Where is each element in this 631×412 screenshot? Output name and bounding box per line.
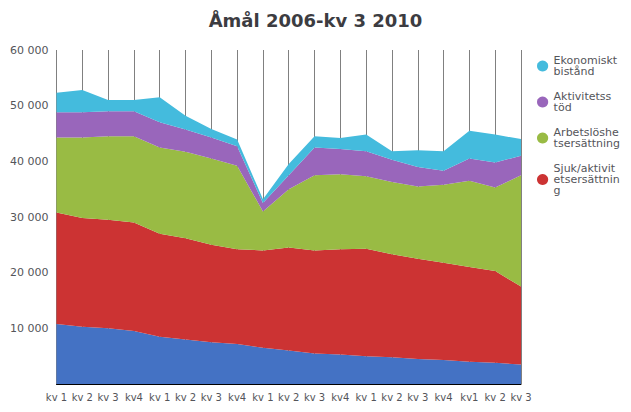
svg-text:kv 1: kv 1 [356,392,377,403]
svg-text:kv 2: kv 2 [381,392,402,403]
svg-text:50 000: 50 000 [10,99,49,112]
svg-text:g: g [554,184,561,197]
svg-text:Arbetslöshe: Arbetslöshe [553,126,619,139]
svg-text:20 000: 20 000 [10,266,49,279]
svg-text:kv 2: kv 2 [278,392,299,403]
svg-text:kv 2: kv 2 [72,392,93,403]
svg-text:kv4: kv4 [125,392,143,403]
svg-text:kv 2: kv 2 [175,392,196,403]
svg-text:Sjuk/aktivit: Sjuk/aktivit [553,162,615,175]
svg-text:60 000: 60 000 [10,44,49,57]
svg-text:kv 2: kv 2 [485,392,506,403]
svg-text:Aktivitetss: Aktivitetss [553,90,612,103]
svg-text:40 000: 40 000 [10,155,49,168]
svg-text:kv 3: kv 3 [304,392,325,403]
svg-text:kv4: kv4 [228,392,246,403]
svg-text:Åmål 2006-kv 3 2010: Åmål 2006-kv 3 2010 [209,9,423,31]
svg-text:kv 3: kv 3 [201,392,222,403]
svg-text:kv 1: kv 1 [149,392,170,403]
svg-text:Ekonomiskt: Ekonomiskt [553,54,618,67]
svg-text:kv4: kv4 [331,392,349,403]
svg-text:10 000: 10 000 [10,322,49,335]
svg-text:kv 1: kv 1 [252,392,273,403]
svg-text:bistånd: bistånd [554,65,595,78]
svg-text:kv 1: kv 1 [46,392,67,403]
svg-text:tsersättning: tsersättning [554,137,620,150]
svg-text:kv 3: kv 3 [510,392,531,403]
svg-text:kv 3: kv 3 [97,392,118,403]
svg-text:kv1: kv1 [460,392,478,403]
svg-text:etsersättnin: etsersättnin [554,173,620,186]
svg-text:kv4: kv4 [435,392,453,403]
svg-text:kv 3: kv 3 [407,392,428,403]
svg-text:30 000: 30 000 [10,211,49,224]
svg-text:töd: töd [554,101,572,114]
